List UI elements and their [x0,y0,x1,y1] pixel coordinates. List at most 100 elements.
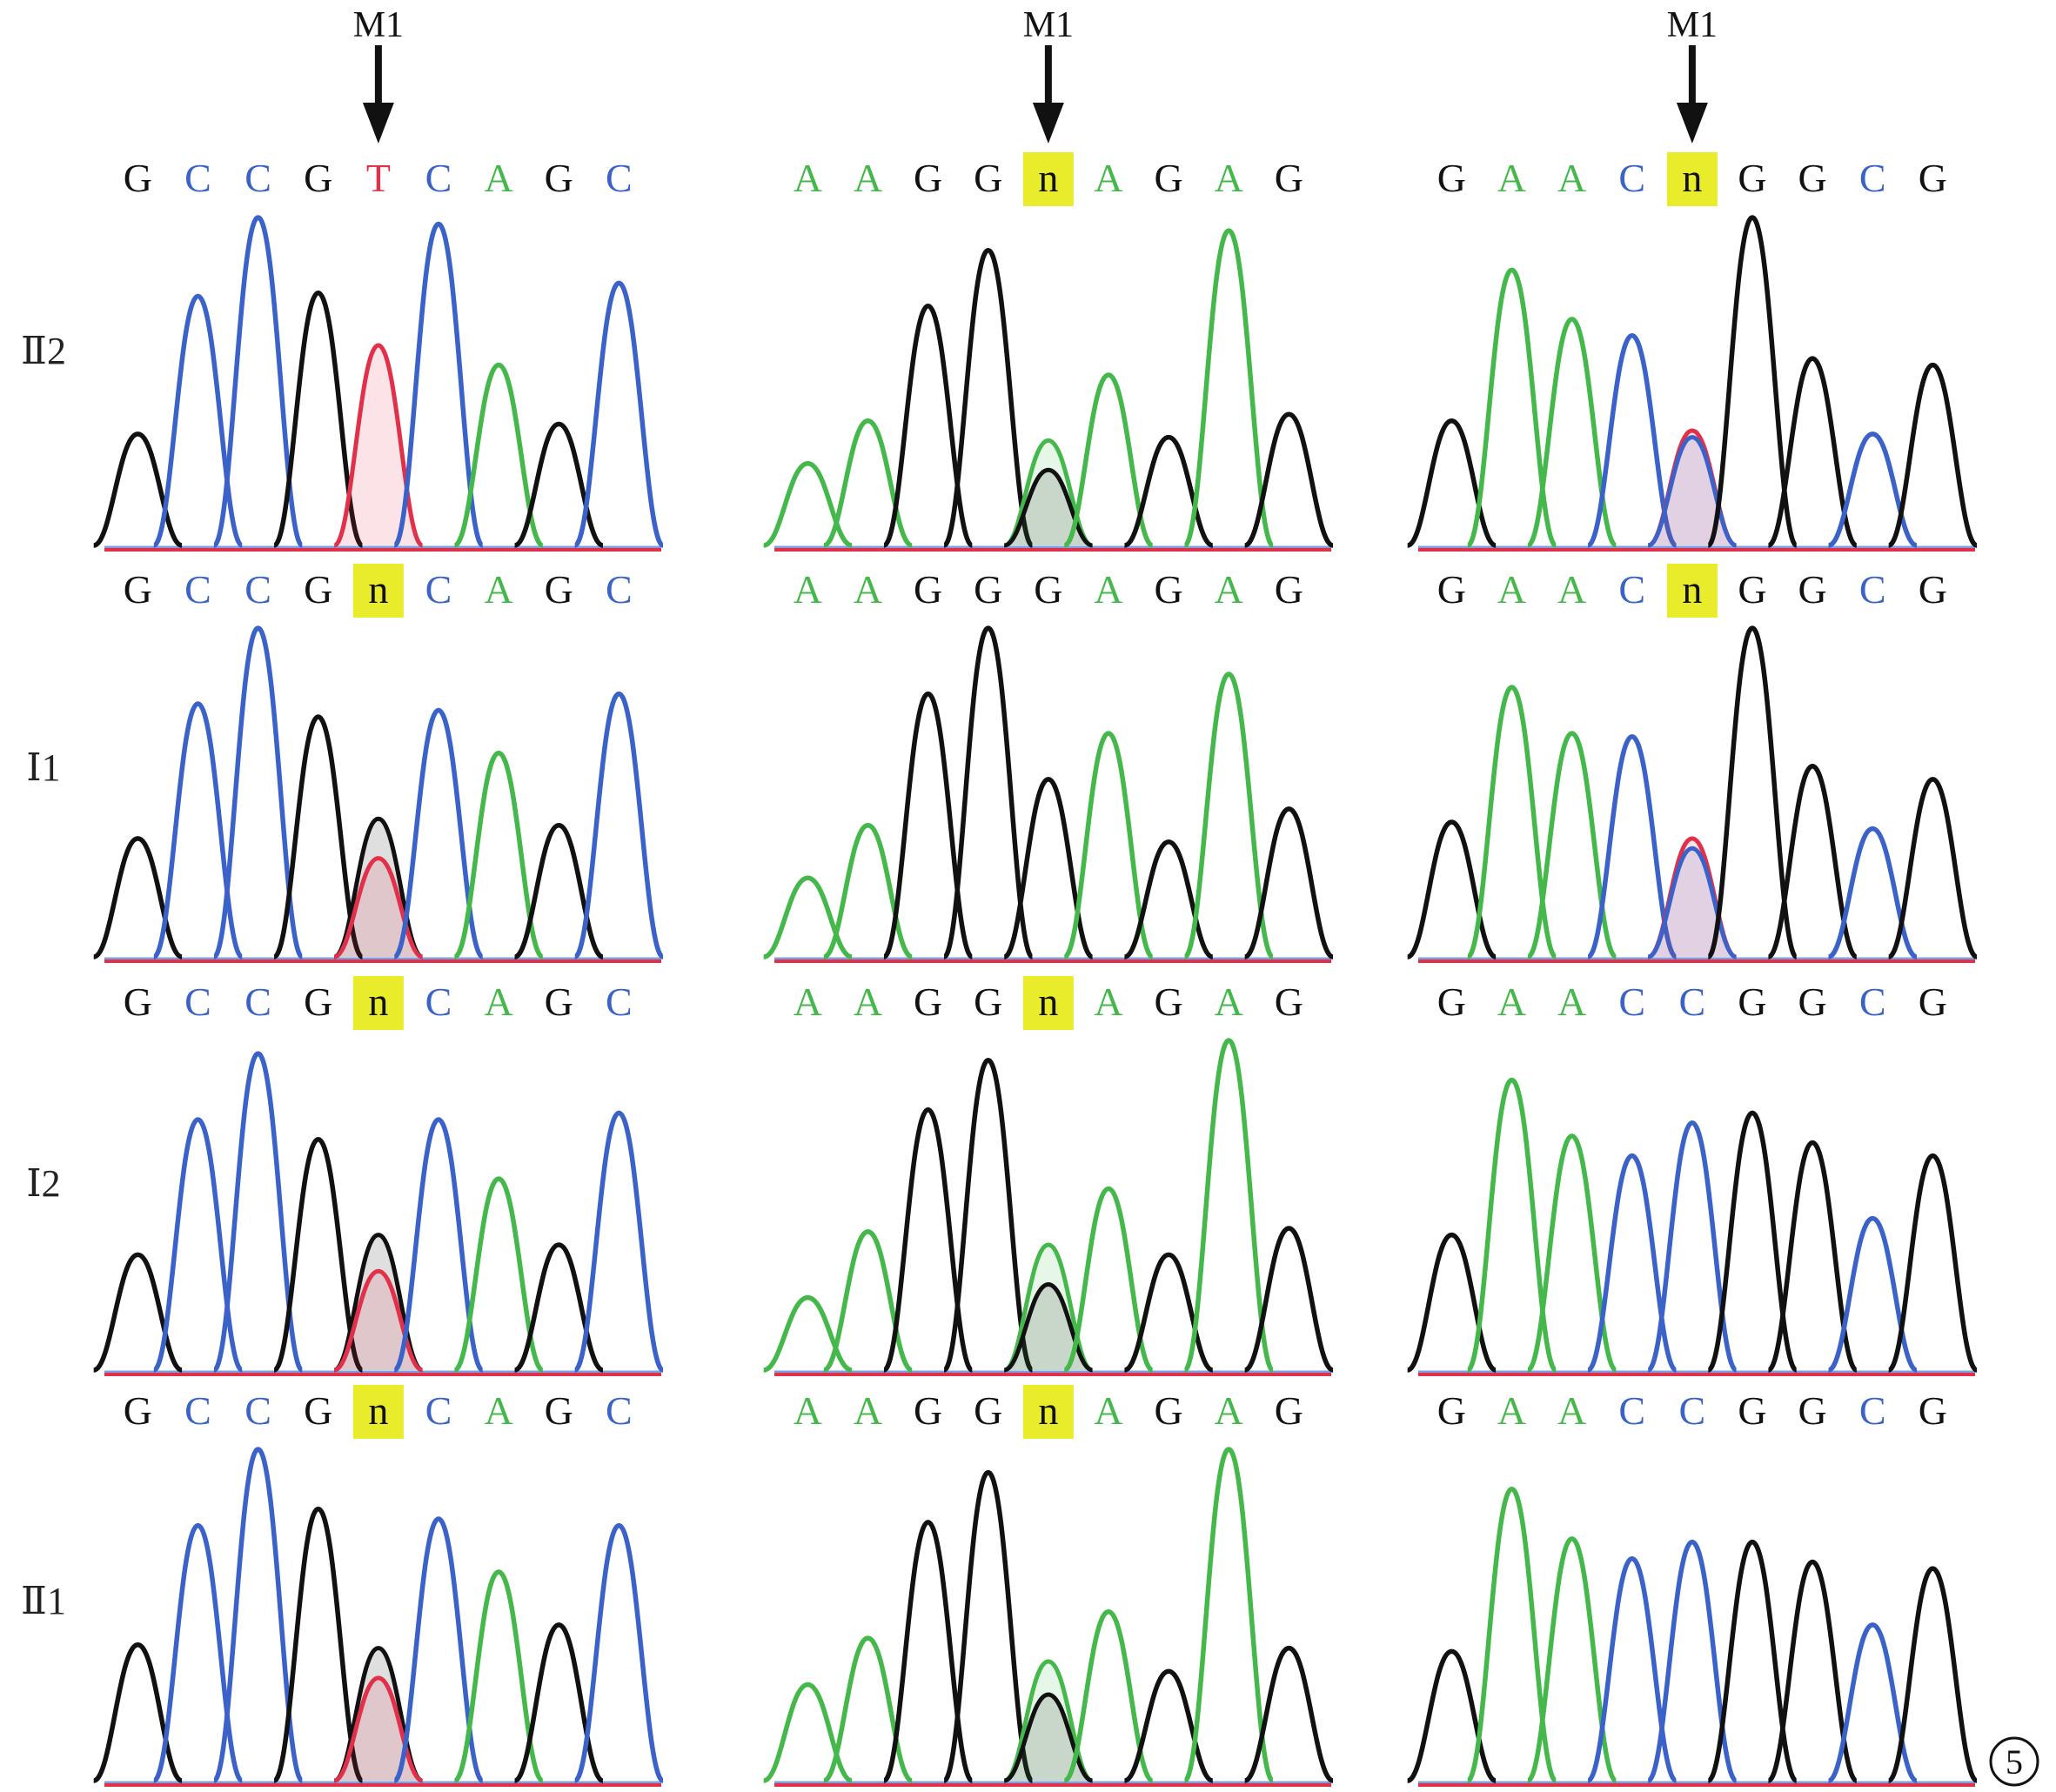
base-letter: C [244,980,271,1024]
row-label: Ⅰ2 [26,1162,60,1205]
base-letter: G [1437,567,1466,612]
base-letter: G [304,567,332,612]
base-letter: G [1738,156,1766,200]
base-letter: A [854,567,882,612]
trace-peak [333,1268,424,1373]
base-letter: A [854,980,882,1024]
trace-peak [1003,1692,1094,1783]
trace-peak [572,1110,666,1373]
trace-peak [1062,1186,1155,1373]
chromatogram-panel: G C C G T C A G CM1 [92,5,666,552]
base-letter: A [1215,156,1243,200]
trace-peak [513,823,605,960]
trace-peak [822,823,914,960]
trace-peak [392,1117,485,1373]
trace-peak [1123,1252,1214,1373]
base-letter: n [1038,980,1058,1024]
base-letter: C [1859,980,1886,1024]
trace-peak [92,431,184,548]
base-letter: C [1859,1388,1886,1433]
base-letter: G [304,980,332,1024]
trace-peak [762,461,854,548]
base-letter: C [1618,1388,1645,1433]
trace-peak [822,1635,914,1783]
trace-peak [762,1294,853,1373]
base-letter: G [914,156,942,200]
base-letter: A [1497,980,1526,1024]
trace-peak [1827,431,1919,548]
trace-peak [1586,1555,1678,1783]
base-letter: C [1618,156,1645,200]
trace-peak [1647,435,1738,548]
trace-peak [1062,1608,1155,1783]
trace-peak [572,280,666,548]
base-letter: A [854,1388,882,1433]
trace-peak [513,1242,605,1373]
base-letter: C [1679,1388,1706,1433]
trace-peak [211,1051,305,1373]
base-letter: G [1798,156,1827,200]
base-letter: C [244,1388,271,1433]
base-letter: A [1497,156,1526,200]
base-letter: C [184,1388,211,1433]
base-letter: G [1437,980,1466,1024]
trace-peak [1766,764,1858,960]
base-letter: A [1094,156,1122,200]
trace-peak [1182,672,1276,960]
trace-peak [333,1675,424,1783]
trace-peak [1406,819,1497,960]
base-letter: n [1038,1388,1058,1433]
base-letter: A [794,980,822,1024]
ambiguous-base-highlight [1022,152,1074,206]
trace-peak [941,1057,1035,1373]
base-letter: G [1798,567,1827,612]
base-letter: G [545,156,573,200]
marker-label: M1 [1023,5,1074,45]
trace-peak [1182,1447,1276,1783]
base-letter: G [974,1388,1002,1433]
row-label: Ⅱ1 [21,1580,66,1622]
base-letter: A [794,156,822,200]
base-letter: A [485,980,513,1024]
base-letter: G [1155,156,1183,200]
trace-peak [452,362,545,548]
marker-label: M1 [353,5,404,45]
trace-peak [1243,1226,1335,1373]
trace-peak [92,836,184,960]
trace-peak [513,421,605,548]
figure-number-circle [1989,1736,2039,1787]
base-letter: G [914,567,942,612]
base-letter: A [1497,567,1526,612]
trace-peak [1887,777,1979,960]
base-letter: A [1497,1388,1526,1433]
trace-peak [92,1252,184,1373]
trace-peak [1003,467,1094,548]
base-letter: G [1919,156,1947,200]
trace-peak [1706,1539,1798,1783]
base-letter: G [1034,567,1062,612]
base-letter: G [914,1388,942,1433]
base-letter: G [974,156,1002,200]
base-letter: n [1682,156,1702,200]
trace-peak [1062,731,1155,960]
base-letter: G [974,567,1002,612]
base-letter: A [1557,567,1586,612]
base-letter: A [854,156,882,200]
trace-peak [452,1176,545,1373]
base-letter: G [1437,1388,1466,1433]
ambiguous-base-highlight [1022,976,1074,1030]
trace-peak [1406,1232,1497,1373]
trace-peak [1586,733,1678,960]
base-letter: n [368,1388,388,1433]
base-letter: G [1919,1388,1947,1433]
trace-peak [1705,625,1799,960]
trace-peak [152,1117,244,1373]
trace-peak [452,750,545,960]
trace-peak [941,1469,1035,1783]
base-letter: G [1437,156,1466,200]
